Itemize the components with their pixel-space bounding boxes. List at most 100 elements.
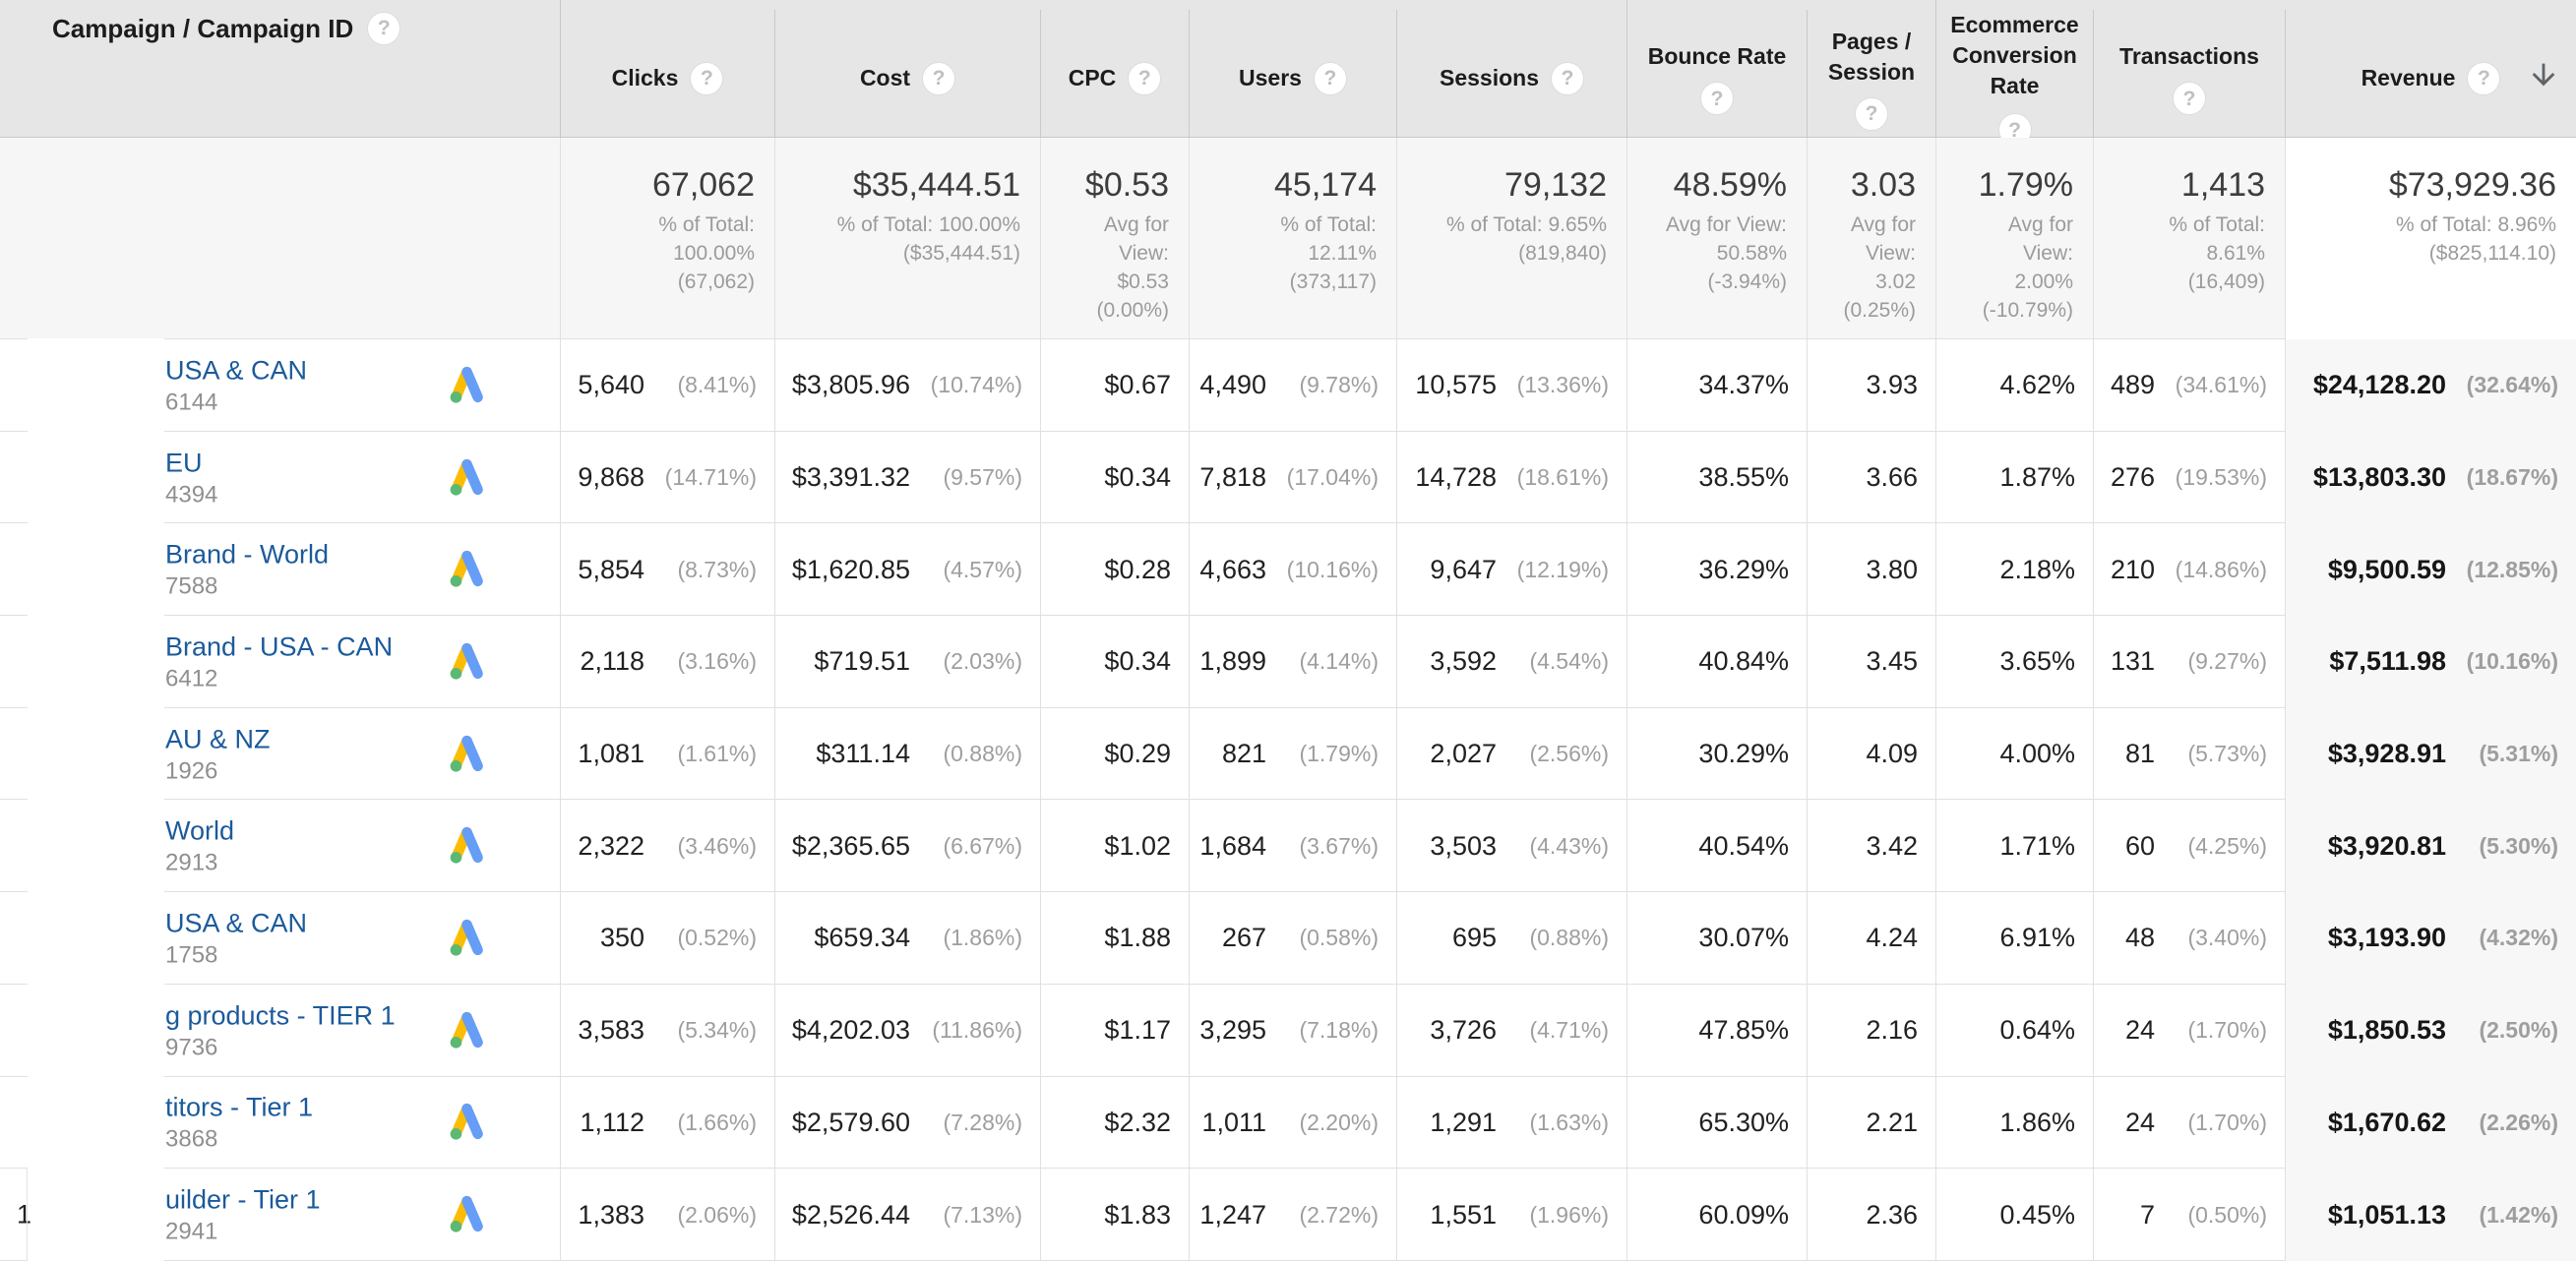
cell-clicks: 3,583 (5.34%) [560, 984, 774, 1077]
totals-campaign-cell [0, 138, 560, 339]
column-header-sessions[interactable]: Sessions ? [1396, 10, 1626, 147]
cell-pages-session: 3.66 [1807, 431, 1935, 524]
metric-percent: (13.36%) [1516, 372, 1609, 398]
help-icon[interactable]: ? [1700, 82, 1734, 115]
campaign-link[interactable]: titors - Tier 1 [165, 1092, 314, 1122]
column-header-pages-session[interactable]: Pages / Session ? [1807, 10, 1935, 147]
column-header-clicks[interactable]: Clicks ? [560, 10, 774, 147]
help-icon[interactable]: ? [1128, 61, 1162, 95]
metric-value: 30.07% [1698, 923, 1789, 953]
campaign-id: 6144 [165, 389, 218, 416]
metric-value: 34.37% [1698, 370, 1789, 400]
table-row: USA & CAN 6144 5,640 (8.41%) $3,805.96 (10… [0, 339, 2576, 432]
metric-percent: (7.28%) [943, 1109, 1022, 1135]
cell-transactions: 131 (9.27%) [2093, 616, 2285, 708]
help-icon[interactable]: ? [1313, 61, 1347, 95]
cell-sessions: 3,726 (4.71%) [1396, 984, 1626, 1077]
campaign-cell: EU 4394 [0, 432, 560, 524]
total-subtext: % of Total: 100.00% (67,062) [658, 213, 755, 293]
cell-clicks: 1,383 (2.06%) [560, 1169, 774, 1261]
campaign-link[interactable]: World [165, 815, 235, 846]
cell-pages-session: 3.42 [1807, 800, 1935, 893]
column-header-bounce-rate[interactable]: Bounce Rate ? [1626, 10, 1807, 147]
metric-percent: (12.19%) [1516, 556, 1609, 582]
metric-value: 3.80 [1866, 554, 1918, 584]
column-header-cost[interactable]: Cost ? [774, 10, 1040, 147]
metric-percent: (34.61%) [2175, 372, 2267, 398]
metric-value: $1,850.53 [2327, 1015, 2446, 1046]
google-ads-icon [445, 1008, 489, 1052]
group-divider-conversions [1935, 0, 1936, 10]
metric-value: 131 [2110, 646, 2155, 677]
campaign-cell: g products - TIER 1 9736 [0, 985, 560, 1077]
metric-value: 1.86% [1999, 1107, 2075, 1137]
column-header-users[interactable]: Users ? [1189, 10, 1396, 147]
google-ads-icon [445, 548, 489, 592]
metric-value: $2,579.60 [791, 1107, 910, 1137]
campaign-link[interactable]: EU [165, 448, 203, 478]
column-header-revenue[interactable]: Revenue ? [2285, 10, 2576, 147]
metric-percent: (1.70%) [2187, 1017, 2267, 1044]
metric-value: 7 [2139, 1199, 2155, 1230]
metric-percent: (6.67%) [943, 832, 1022, 859]
campaign-link[interactable]: AU & NZ [165, 724, 271, 754]
metric-value: 3,592 [1430, 646, 1497, 677]
cell-users: 267 (0.58%) [1189, 892, 1396, 985]
help-icon[interactable]: ? [1551, 61, 1584, 95]
campaign-link[interactable]: g products - TIER 1 [165, 1000, 396, 1031]
total-subtext: % of Total: 9.65% (819,840) [1445, 213, 1607, 265]
help-icon[interactable]: ? [2173, 82, 2206, 115]
metric-percent: (18.61%) [1516, 464, 1609, 491]
cell-revenue: $3,920.81 (5.30%) [2285, 800, 2576, 893]
help-icon[interactable]: ? [922, 61, 956, 95]
metric-value: 2.16 [1866, 1015, 1918, 1046]
campaign-cell: Brand - USA - CAN 6412 [0, 616, 560, 708]
sort-descending-icon[interactable] [2527, 58, 2560, 99]
cell-sessions: 10,575 (13.36%) [1396, 339, 1626, 432]
table-header: Campaign / Campaign ID ? Clicks ? Cost ?… [0, 0, 2576, 147]
metric-value: 4,663 [1199, 554, 1266, 584]
total-value: $73,929.36 [2388, 166, 2556, 204]
help-icon[interactable]: ? [1855, 96, 1888, 131]
metric-value: 3.45 [1866, 646, 1918, 677]
metric-value: 350 [599, 923, 644, 953]
metric-value: 4.62% [1999, 370, 2075, 400]
help-icon[interactable]: ? [690, 61, 724, 95]
metric-percent: (1.42%) [2479, 1201, 2558, 1228]
cell-transactions: 48 (3.40%) [2093, 892, 2285, 985]
cell-cpc: $1.88 [1040, 892, 1189, 985]
metric-value: $0.34 [1104, 646, 1171, 677]
campaign-link[interactable]: USA & CAN [165, 355, 308, 386]
cell-transactions: 7 (0.50%) [2093, 1169, 2285, 1261]
metric-value: 3.93 [1866, 370, 1918, 400]
metric-value: 3.42 [1866, 830, 1918, 861]
help-icon[interactable]: ? [2467, 61, 2501, 95]
campaign-link[interactable]: uilder - Tier 1 [165, 1184, 321, 1215]
cell-revenue: $1,850.53 (2.50%) [2285, 984, 2576, 1077]
column-header-ecommerce-conversion-rate[interactable]: Ecommerce Conversion Rate ? [1935, 10, 2093, 147]
metric-percent: (7.18%) [1299, 1017, 1379, 1044]
metric-value: $0.67 [1104, 370, 1171, 400]
column-header-transactions[interactable]: Transactions ? [2093, 10, 2285, 147]
metric-value: 81 [2124, 739, 2155, 769]
campaign-link[interactable]: Brand - World [165, 539, 330, 570]
metric-percent: (3.46%) [677, 832, 757, 859]
campaign-column-header[interactable]: Campaign / Campaign ID ? [52, 12, 401, 45]
cell-users: 4,663 (10.16%) [1189, 523, 1396, 617]
cell-clicks: 2,118 (3.16%) [560, 616, 774, 708]
campaign-link[interactable]: USA & CAN [165, 908, 308, 938]
help-icon[interactable]: ? [367, 12, 401, 45]
metric-value: $1,670.62 [2327, 1107, 2446, 1137]
campaign-link[interactable]: Brand - USA - CAN [165, 631, 394, 662]
column-header-cpc[interactable]: CPC ? [1040, 10, 1189, 147]
metric-value: 40.84% [1698, 646, 1789, 677]
metric-value: 30.29% [1698, 739, 1789, 769]
cell-pages-session: 4.09 [1807, 707, 1935, 801]
cell-bounce-rate: 65.30% [1626, 1076, 1807, 1170]
total-subtext: % of Total: 8.61% (16,409) [2169, 213, 2265, 293]
cell-clicks: 5,854 (8.73%) [560, 523, 774, 617]
total-value: 67,062 [652, 166, 755, 204]
campaign-cell: USA & CAN 6144 [0, 339, 560, 432]
metric-value: 1.87% [1999, 462, 2075, 493]
metric-percent: (2.50%) [2479, 1017, 2558, 1044]
